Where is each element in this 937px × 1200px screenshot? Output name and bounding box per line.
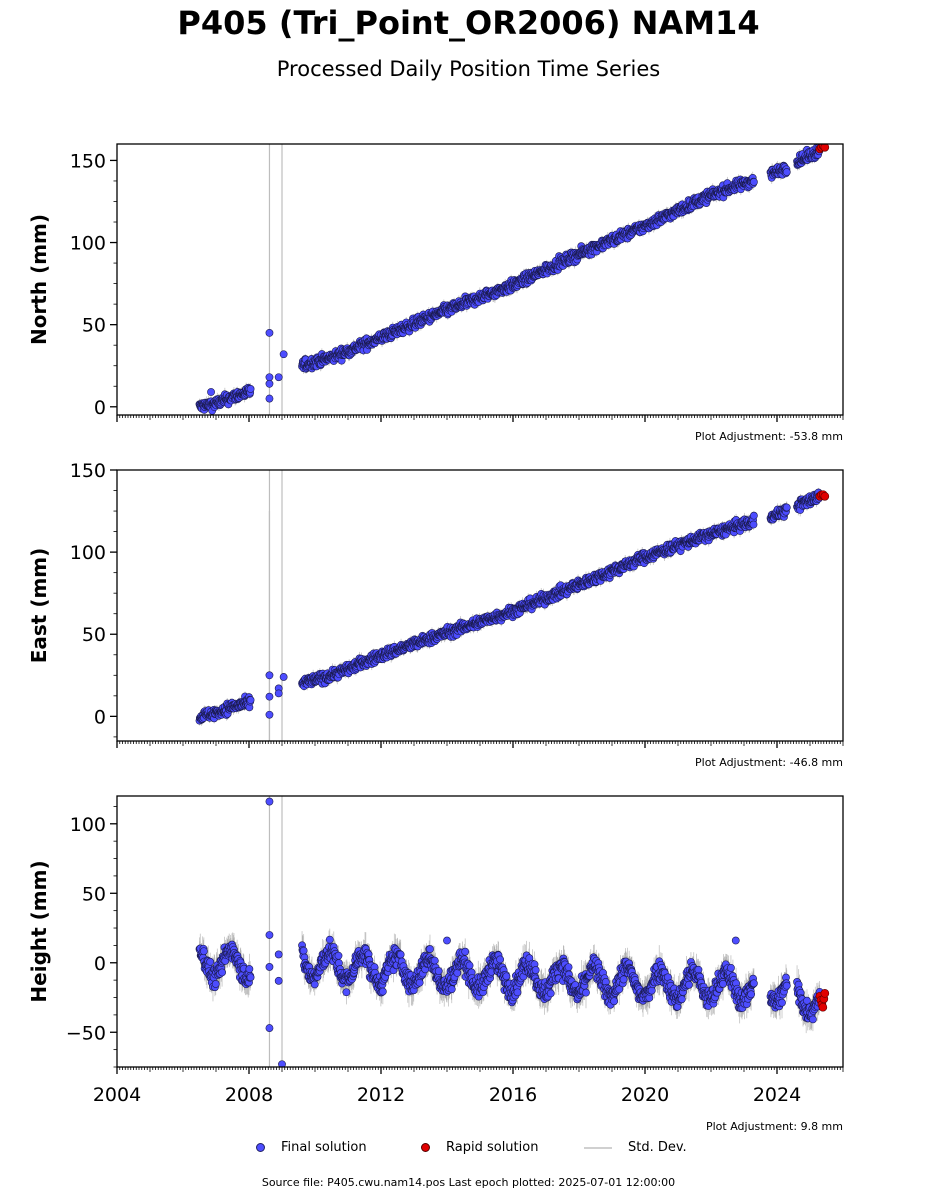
final-point (265, 379, 274, 388)
final-point (265, 373, 274, 382)
plot-adjustment-label: Plot Adjustment: -53.8 mm (695, 430, 843, 443)
y-tick-label: 150 (70, 150, 106, 172)
chart-subtitle: Processed Daily Position Time Series (276, 57, 661, 81)
final-solution-points (195, 488, 824, 725)
plot-area (195, 144, 830, 415)
final-point (274, 373, 283, 382)
y-tick-label: 50 (82, 315, 106, 337)
final-point (265, 328, 274, 337)
final-point (246, 696, 255, 704)
y-axis-label: North (mm) (27, 214, 51, 345)
final-point (279, 350, 288, 359)
y-tick-label: 0 (94, 397, 106, 419)
final-point (207, 388, 215, 396)
final-point (265, 394, 274, 403)
panel-1: 0 50 100 150 North (mm) Plot Adjustment: -53.… (27, 143, 844, 443)
rapid-point (820, 144, 830, 152)
final-point (750, 178, 758, 186)
y-tick-label: 100 (70, 233, 106, 255)
plot-area (195, 470, 830, 741)
rapid-solution-points (815, 144, 830, 154)
final-solution-points (195, 144, 824, 415)
final-point (782, 168, 791, 176)
final-point (246, 385, 255, 393)
chart-title: P405 (Tri_Point_OR2006) NAM14 (177, 4, 760, 42)
